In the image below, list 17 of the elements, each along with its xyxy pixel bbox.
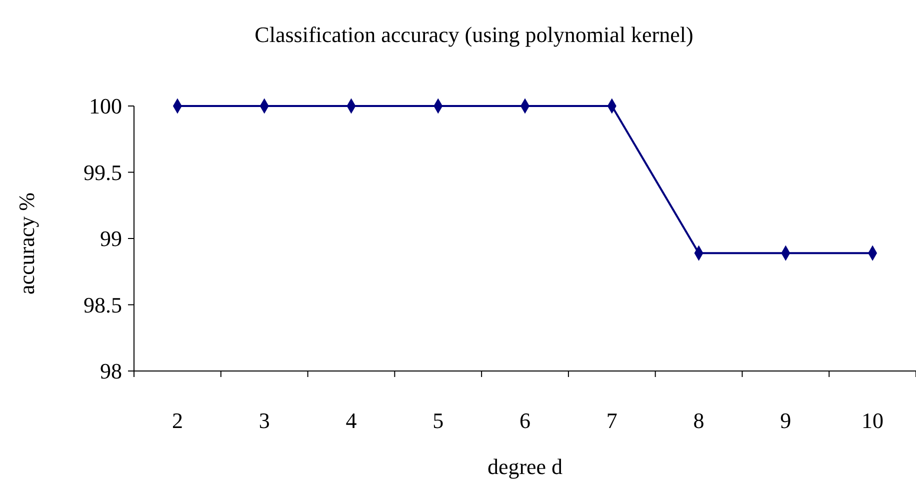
x-tick-label: 4 — [346, 408, 357, 433]
x-tick-label: 6 — [520, 408, 530, 433]
x-axis-title: degree d — [487, 454, 563, 479]
y-tick-label: 99 — [100, 226, 122, 252]
y-tick-label: 100 — [89, 94, 122, 119]
x-tick-label: 5 — [432, 408, 444, 433]
y-axis-title: accuracy % — [14, 192, 39, 294]
x-tick-label: 10 — [862, 408, 884, 433]
x-tick-label: 2 — [172, 408, 183, 433]
x-tick-label: 9 — [780, 408, 792, 433]
y-tick-label: 98 — [100, 358, 122, 384]
x-tick-label: 8 — [693, 408, 704, 433]
x-tick-label: 7 — [606, 408, 618, 433]
chart-title: Classification accuracy (using polynomial kernel) — [254, 22, 694, 47]
y-tick-label: 98.5 — [84, 292, 122, 318]
x-tick-label: 3 — [258, 408, 270, 433]
y-tick-label: 99.5 — [84, 160, 122, 185]
